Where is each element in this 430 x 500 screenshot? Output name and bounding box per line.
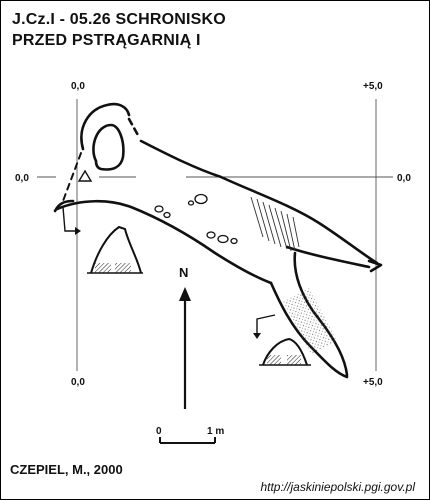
cross-section-1 <box>87 225 143 274</box>
map-author: CZEPIEL, M., 2000 <box>10 462 123 477</box>
section-1-arrowhead <box>75 227 81 235</box>
map-subtitle: PRZED PSTRĄGARNIĄ I <box>12 32 201 49</box>
grid-label-left-mid: 0,0 <box>15 173 29 184</box>
section-2-marker <box>256 314 276 335</box>
cave-wall-upper <box>139 139 379 265</box>
scale-label-end: 1 m <box>207 426 224 437</box>
grid-label-right-mid: 0,0 <box>397 173 411 184</box>
grid-label-top-right: +5,0 <box>363 81 383 92</box>
section-1-marker <box>62 206 77 232</box>
scale-bar <box>159 437 216 444</box>
cave-wall-lower <box>55 199 273 285</box>
rock-block <box>230 237 238 245</box>
cave-wall-tip <box>367 259 383 273</box>
rock-block <box>194 193 208 205</box>
scale-label-start: 0 <box>156 426 162 437</box>
cave-entrance-dash-top <box>127 117 141 139</box>
cave-wall-loop <box>80 102 131 151</box>
rock-block <box>187 200 195 206</box>
cave-entrance-dash-left <box>62 152 82 202</box>
floor-sediment-texture <box>282 287 338 355</box>
north-label: N <box>179 265 188 280</box>
survey-point-triangle <box>77 169 93 182</box>
rock-block <box>206 231 216 239</box>
floor-slope-hatching <box>250 196 300 252</box>
grid-label-bottom-right: +5,0 <box>363 377 383 388</box>
rock-block <box>163 211 171 219</box>
section-2-arrowhead <box>253 333 261 339</box>
cross-section-2 <box>259 337 311 366</box>
map-title: J.Cz.I - 05.26 SCHRONISKO <box>12 11 226 28</box>
cave-wall-left-lip <box>53 199 75 213</box>
rock-blocks <box>154 193 238 245</box>
rock-block <box>217 234 229 244</box>
north-arrow <box>179 287 191 409</box>
source-url: http://jaskiniepolski.pgi.gov.pl <box>260 480 415 494</box>
grid-lines <box>37 99 393 371</box>
rock-block <box>154 205 164 213</box>
north-arrowhead <box>179 287 191 301</box>
cave-wall-loop-inner <box>92 123 125 171</box>
grid-label-top-left: 0,0 <box>71 81 85 92</box>
grid-label-bottom-left: 0,0 <box>71 377 85 388</box>
